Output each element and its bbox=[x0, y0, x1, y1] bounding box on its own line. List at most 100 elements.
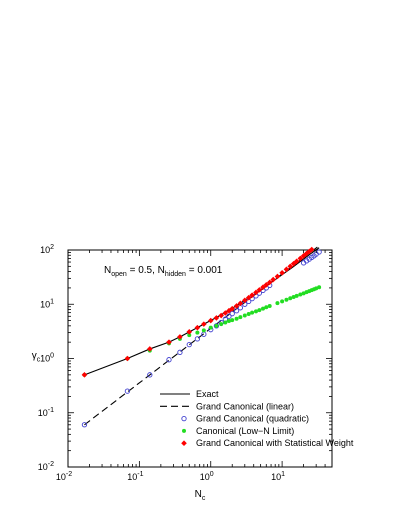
data-point bbox=[81, 372, 88, 378]
y-tick-label: 102 bbox=[40, 244, 54, 255]
data-point bbox=[279, 269, 285, 276]
data-point bbox=[288, 296, 293, 301]
data-point bbox=[195, 330, 200, 335]
data-point bbox=[266, 279, 273, 286]
annotation-text: Nopen = 0.5, Nhidden = 0.001 bbox=[104, 265, 223, 278]
data-point bbox=[274, 273, 281, 280]
data-point bbox=[124, 355, 131, 362]
data-point bbox=[241, 297, 248, 304]
y-tick-label: 100 bbox=[40, 353, 54, 364]
data-point bbox=[218, 312, 224, 319]
data-point bbox=[147, 372, 153, 378]
data-point bbox=[177, 334, 183, 340]
data-point bbox=[270, 276, 276, 283]
data-point bbox=[250, 310, 255, 315]
series-group bbox=[81, 245, 322, 428]
data-point bbox=[223, 320, 228, 325]
data-point bbox=[253, 289, 259, 296]
data-point bbox=[275, 301, 280, 306]
data-point bbox=[213, 323, 220, 329]
axis-ticks: 10-2 10-1 100 101 10-2 10-1 100 101 102 bbox=[38, 244, 333, 482]
legend-item: Exact bbox=[160, 389, 219, 399]
legend-swatch bbox=[181, 440, 187, 446]
data-point bbox=[166, 339, 172, 345]
data-point bbox=[219, 322, 224, 327]
data-point bbox=[261, 306, 266, 311]
legend-label: Grand Canonical with Statistical Weight bbox=[196, 438, 354, 448]
data-point bbox=[317, 285, 322, 290]
data-point bbox=[300, 253, 307, 259]
data-point bbox=[234, 316, 239, 321]
data-point bbox=[207, 317, 214, 324]
x-tick-label: 10-2 bbox=[56, 471, 72, 482]
series-grand-canonical-with-statistical-weight bbox=[81, 246, 315, 378]
data-point bbox=[186, 329, 193, 335]
data-point bbox=[308, 246, 315, 253]
data-point bbox=[283, 266, 290, 273]
data-point bbox=[256, 287, 263, 293]
data-point bbox=[147, 346, 153, 352]
data-point bbox=[187, 333, 192, 338]
data-point bbox=[238, 315, 243, 320]
data-point bbox=[124, 388, 131, 394]
data-point bbox=[290, 260, 297, 267]
legend-swatch bbox=[182, 428, 186, 433]
data-point bbox=[291, 295, 296, 300]
data-point bbox=[201, 321, 207, 327]
x-tick-label: 10-1 bbox=[127, 471, 143, 482]
data-point bbox=[177, 349, 183, 355]
data-point bbox=[287, 263, 294, 270]
legend-item: Canonical (Low−N Limit) bbox=[182, 426, 294, 436]
legend-label: Exact bbox=[196, 389, 219, 399]
data-point bbox=[267, 303, 272, 308]
legend: Exact Grand Canonical (linear) Grand Canon… bbox=[160, 389, 354, 448]
parameter-annotation: Nopen = 0.5, Nhidden = 0.001 bbox=[104, 265, 223, 278]
data-point bbox=[222, 310, 229, 316]
series-canonical-low-n-limit bbox=[82, 285, 322, 377]
legend-item: Grand Canonical (quadratic) bbox=[181, 414, 309, 424]
data-point bbox=[245, 294, 252, 301]
data-point bbox=[263, 282, 270, 288]
legend-swatch bbox=[181, 415, 187, 422]
legend-item: Grand Canonical with Statistical Weight bbox=[181, 438, 354, 448]
data-point bbox=[186, 342, 192, 348]
data-point bbox=[306, 248, 313, 255]
data-point bbox=[280, 299, 285, 304]
data-point bbox=[294, 293, 299, 298]
data-point bbox=[81, 422, 88, 428]
data-point bbox=[229, 305, 236, 312]
data-point bbox=[257, 308, 262, 313]
data-point bbox=[213, 315, 220, 321]
data-point bbox=[214, 323, 219, 328]
x-tick-label: 101 bbox=[271, 471, 285, 482]
data-point bbox=[297, 255, 304, 262]
data-point bbox=[237, 300, 244, 307]
y-axis-title: γc bbox=[32, 351, 41, 364]
data-point bbox=[208, 325, 213, 330]
data-point bbox=[253, 309, 258, 314]
legend-label: Grand Canonical (linear) bbox=[196, 401, 294, 411]
data-point bbox=[194, 336, 201, 342]
x-tick-label: 100 bbox=[200, 471, 214, 482]
y-tick-label: 10-1 bbox=[38, 407, 54, 418]
legend-label: Canonical (Low−N Limit) bbox=[196, 426, 294, 436]
data-point bbox=[246, 312, 251, 317]
legend-label: Grand Canonical (quadratic) bbox=[196, 414, 309, 424]
legend-item: Grand Canonical (linear) bbox=[160, 401, 294, 411]
data-point bbox=[229, 311, 235, 317]
data-point bbox=[166, 357, 172, 363]
data-point bbox=[264, 305, 269, 310]
data-point bbox=[260, 284, 266, 291]
data-point bbox=[233, 303, 240, 309]
x-axis-title: Nc bbox=[195, 489, 206, 502]
axis-titles: Nc γc bbox=[32, 351, 206, 503]
data-point bbox=[249, 292, 255, 298]
data-point bbox=[194, 324, 201, 331]
data-point bbox=[226, 319, 231, 324]
data-point bbox=[226, 313, 232, 319]
y-tick-label: 10-2 bbox=[38, 461, 54, 472]
data-point bbox=[293, 258, 300, 265]
data-point bbox=[230, 318, 235, 323]
data-point bbox=[316, 249, 322, 255]
